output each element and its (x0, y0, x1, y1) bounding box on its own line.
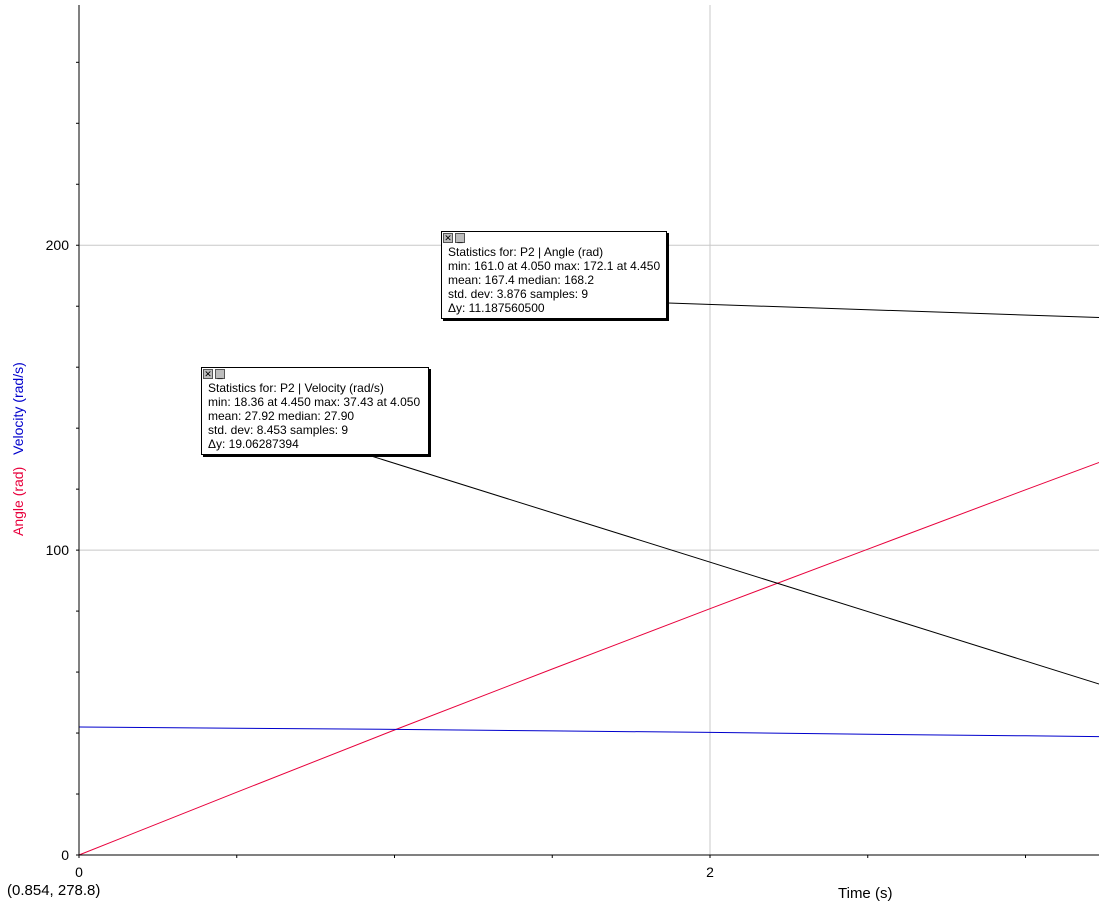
y-axis-title-angle[interactable]: Angle (rad) (10, 466, 26, 536)
stats-mean-median: mean: 167.4 median: 168.2 (448, 273, 595, 287)
coordinate-readout: (0.854, 278.8) (7, 882, 101, 899)
y-tick-label: 200 (46, 237, 70, 253)
y-tick-label: 100 (46, 542, 70, 558)
y-axis-title[interactable]: Angle (rad) Velocity (rad/s) (10, 354, 26, 536)
stats-mean-median: mean: 27.92 median: 27.90 (208, 409, 355, 423)
stats-min-max: min: 161.0 at 4.050 max: 172.1 at 4.450 (448, 259, 661, 273)
stat-leader-lines (367, 302, 1099, 685)
close-icon[interactable]: ✕ (203, 369, 213, 379)
stats-min-max: min: 18.36 at 4.450 max: 37.43 at 4.050 (208, 395, 421, 409)
tick-labels: 02460100200 (46, 61, 1026, 880)
x-axis-title[interactable]: Time (s) (838, 885, 893, 902)
stats-title: Statistics for: P2 | Velocity (rad/s) (208, 381, 384, 395)
minimize-icon[interactable]: _ (215, 369, 225, 379)
angle-series-line (78, 461, 1099, 856)
stats-title: Statistics for: P2 | Angle (rad) (448, 245, 604, 259)
velocity-series-line (78, 726, 1099, 738)
stats-box-angle[interactable]: ✕ _ Statistics for: P2 | Angle (rad) min… (441, 231, 667, 319)
close-icon[interactable]: ✕ (443, 233, 453, 243)
stats-box-velocity[interactable]: ✕ _ Statistics for: P2 | Velocity (rad/s… (201, 367, 429, 455)
x-tick-label: 0 (75, 864, 83, 880)
angle-stats-leader (667, 302, 1099, 318)
stats-stddev-samples: std. dev: 8.453 samples: 9 (208, 423, 349, 437)
minimize-icon[interactable]: _ (455, 233, 465, 243)
y-axis-title-velocity[interactable]: Velocity (rad/s) (10, 362, 26, 455)
velocity-stats-leader (367, 454, 1099, 685)
x-tick-label: 2 (706, 864, 714, 880)
stats-stddev-samples: std. dev: 3.876 samples: 9 (448, 287, 589, 301)
stats-delta-y: Δy: 19.06287394 (208, 437, 299, 451)
series-lines (78, 461, 1099, 856)
stats-delta-y: Δy: 11.187560500 (448, 301, 545, 315)
y-tick-label: 0 (61, 847, 69, 863)
